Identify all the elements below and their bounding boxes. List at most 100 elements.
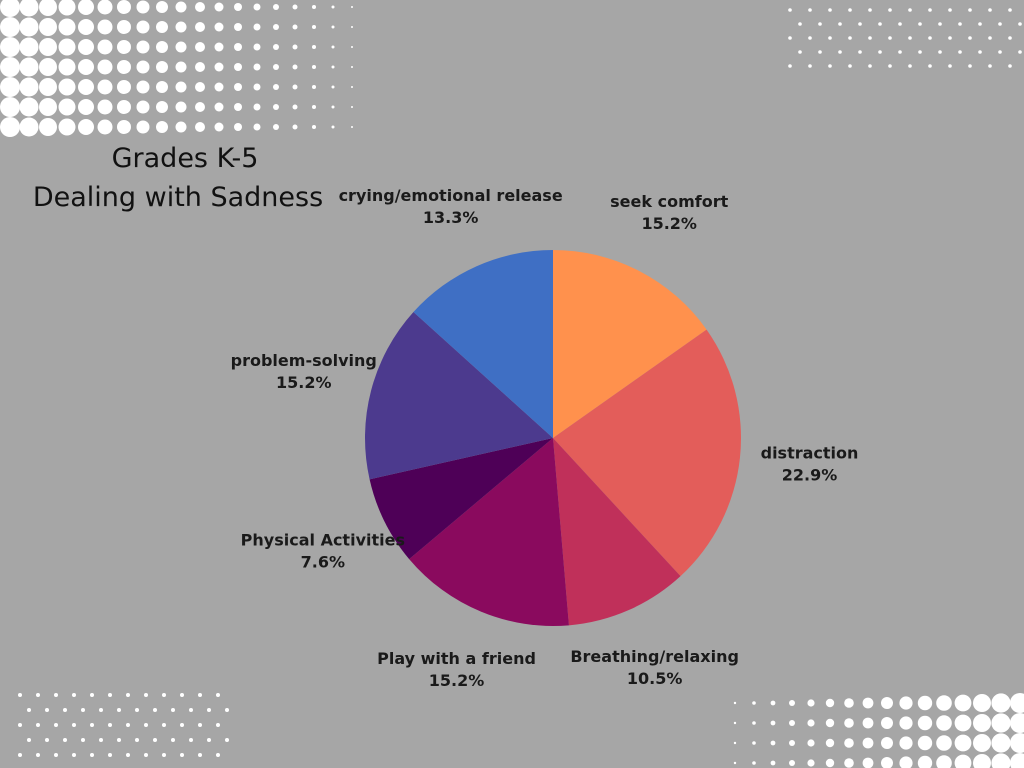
dot xyxy=(844,738,854,748)
dot xyxy=(918,22,922,26)
dot xyxy=(878,50,882,54)
chart-subtitle: Dealing with Sadness xyxy=(33,182,323,213)
dot xyxy=(798,22,802,26)
dot xyxy=(99,708,103,712)
dot xyxy=(862,737,874,749)
slice-label: seek comfort xyxy=(610,192,728,211)
dot xyxy=(214,122,224,132)
dot xyxy=(917,715,933,731)
dot xyxy=(0,17,20,37)
dot xyxy=(888,8,892,12)
dot xyxy=(807,759,815,767)
dot xyxy=(273,84,279,90)
value-label: 22.9% xyxy=(782,466,838,485)
dot xyxy=(788,36,792,40)
dot xyxy=(214,2,224,12)
dot xyxy=(273,124,279,130)
dot xyxy=(195,22,205,32)
dot xyxy=(78,19,94,35)
dot xyxy=(171,738,175,742)
dot xyxy=(54,753,58,757)
dot xyxy=(978,50,982,54)
dot xyxy=(36,753,40,757)
dot xyxy=(988,8,992,12)
dot xyxy=(858,50,862,54)
dot xyxy=(844,718,854,728)
dot xyxy=(881,697,893,709)
dot xyxy=(225,738,229,742)
slice-label: Physical Activities xyxy=(241,531,405,550)
dot xyxy=(838,22,842,26)
dot xyxy=(97,0,113,15)
slice-label: distraction xyxy=(761,444,859,463)
dot xyxy=(899,736,913,750)
dot xyxy=(1008,36,1012,40)
value-label: 15.2% xyxy=(641,214,697,233)
dot xyxy=(331,45,335,49)
dot xyxy=(825,698,835,708)
pie-slice xyxy=(369,438,553,560)
dot xyxy=(18,723,22,727)
dot xyxy=(331,65,335,69)
dot xyxy=(175,121,187,133)
dot xyxy=(312,125,316,129)
dot xyxy=(868,8,872,12)
dot xyxy=(0,37,20,57)
dot xyxy=(117,738,121,742)
dot xyxy=(253,43,261,51)
dot xyxy=(117,708,121,712)
dot xyxy=(36,723,40,727)
dot xyxy=(72,693,76,697)
dot xyxy=(253,123,261,131)
dot xyxy=(848,36,852,40)
dot xyxy=(0,117,20,137)
dot xyxy=(973,694,991,712)
dot xyxy=(0,97,20,117)
dot xyxy=(156,81,168,93)
dot xyxy=(162,753,166,757)
dot xyxy=(936,735,952,751)
dot xyxy=(988,64,992,68)
dot xyxy=(991,713,1011,733)
dot xyxy=(156,61,168,73)
dot xyxy=(828,8,832,12)
dot xyxy=(351,86,353,88)
dot xyxy=(117,0,131,14)
dot xyxy=(752,741,756,745)
dot xyxy=(18,753,22,757)
dot xyxy=(808,36,812,40)
dot xyxy=(253,3,261,11)
dot xyxy=(954,694,972,712)
dot xyxy=(234,83,242,91)
dot xyxy=(144,693,148,697)
dot xyxy=(789,740,795,746)
value-label: 13.3% xyxy=(423,208,479,227)
dot xyxy=(54,723,58,727)
dot xyxy=(97,39,113,55)
dot xyxy=(99,738,103,742)
dot xyxy=(234,63,242,71)
dot xyxy=(58,18,76,36)
dot xyxy=(292,24,298,30)
dot xyxy=(973,714,991,732)
dot xyxy=(868,64,872,68)
dot xyxy=(733,761,737,765)
dot xyxy=(136,20,150,34)
dot xyxy=(126,753,130,757)
dot xyxy=(175,61,187,73)
dot xyxy=(770,740,776,746)
dot xyxy=(918,50,922,54)
dot xyxy=(917,755,933,768)
dot xyxy=(958,50,962,54)
dot xyxy=(135,708,139,712)
dot xyxy=(862,717,874,729)
dot xyxy=(63,708,67,712)
dot xyxy=(156,121,168,133)
dot xyxy=(938,22,942,26)
dot xyxy=(807,699,815,707)
dot xyxy=(789,700,795,706)
dot xyxy=(954,734,972,752)
dot xyxy=(136,100,150,114)
dot xyxy=(0,0,20,17)
